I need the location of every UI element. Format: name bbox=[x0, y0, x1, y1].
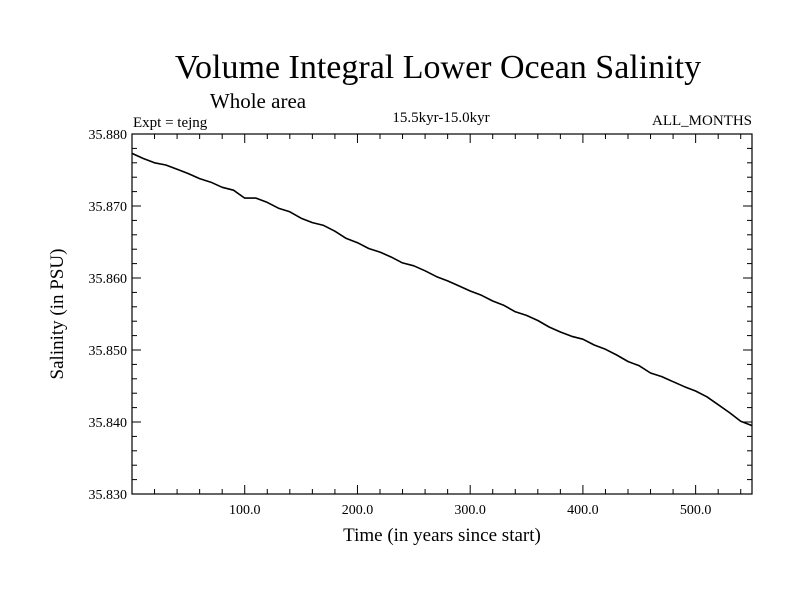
experiment-label: Expt = tejng bbox=[133, 115, 208, 131]
y-tick-label: 35.830 bbox=[89, 488, 128, 503]
y-tick-label: 35.860 bbox=[89, 272, 128, 287]
series-layer bbox=[131, 152, 753, 427]
x-tick-label: 200.0 bbox=[342, 503, 374, 518]
y-tick-label: 35.850 bbox=[89, 344, 128, 359]
period-label: 15.5kyr-15.0kyr bbox=[392, 110, 489, 126]
y-tick-label: 35.880 bbox=[89, 128, 128, 143]
x-tick-label: 500.0 bbox=[680, 503, 712, 518]
x-axis-label: Time (in years since start) bbox=[343, 525, 541, 546]
chart-subtitle: Whole area bbox=[210, 89, 307, 113]
x-tick-label: 300.0 bbox=[454, 503, 486, 518]
axis-ticks bbox=[132, 133, 752, 495]
plot-frame bbox=[131, 133, 753, 495]
y-axis-label: Salinity (in PSU) bbox=[47, 249, 68, 380]
months-label: ALL_MONTHS bbox=[652, 113, 752, 129]
series-line-tejng bbox=[131, 152, 753, 427]
x-tick-label: 100.0 bbox=[229, 503, 261, 518]
y-tick-label: 35.840 bbox=[89, 416, 128, 431]
chart-title: Volume Integral Lower Ocean Salinity bbox=[175, 49, 701, 86]
y-tick-label: 35.870 bbox=[89, 200, 128, 215]
tick-labels: 100.0 200.0 300.0 400.0 500.0 35.830 35.840 35.… bbox=[89, 128, 712, 518]
x-tick-label: 400.0 bbox=[567, 503, 599, 518]
